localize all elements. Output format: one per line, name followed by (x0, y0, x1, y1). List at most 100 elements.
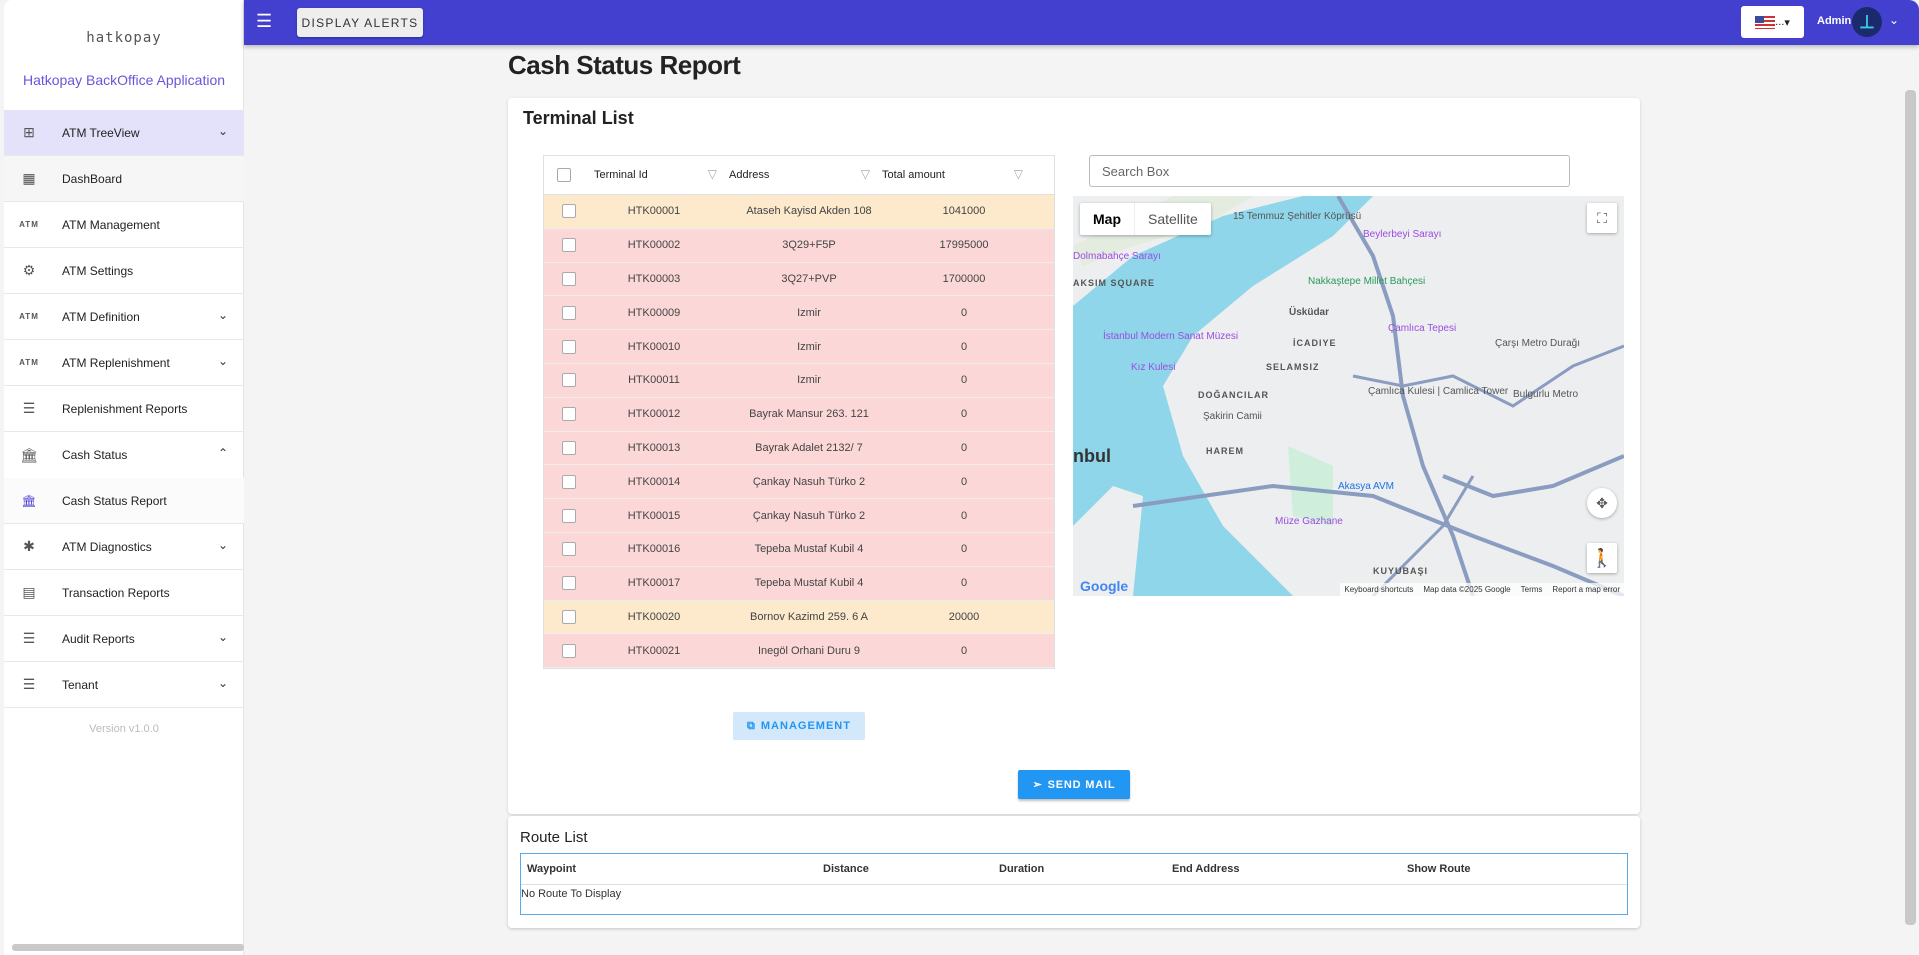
chevron-down-icon[interactable]: ⌄ (1889, 13, 1900, 27)
report-map-error-link[interactable]: Report a map error (1552, 585, 1620, 594)
row-checkbox[interactable] (562, 609, 576, 624)
address: Inegöl Orhani Duru 9 (757, 644, 861, 657)
row-checkbox[interactable] (562, 238, 576, 253)
row-checkbox[interactable] (562, 474, 576, 489)
table-row[interactable]: HTK00021 Inegöl Orhani Duru 9 0 (544, 634, 1054, 669)
row-checkbox[interactable] (562, 339, 576, 354)
terminal-id: HTK00014 (627, 475, 681, 488)
sidebar-item-cash-status-report[interactable]: 🏛 Cash Status Report (4, 478, 244, 524)
language-select[interactable]: ... ▾ (1741, 6, 1804, 38)
table-row[interactable]: HTK00020 Bornov Kazimd 259. 6 A 20000 (544, 600, 1054, 635)
header-end-address: End Address (1172, 863, 1240, 875)
sidebar-item-atm-diagnostics[interactable]: ✱ ATM Diagnostics ⌄ (4, 524, 244, 570)
sidebar-item-audit-reports[interactable]: ☰ Audit Reports ⌄ (4, 616, 244, 662)
hamburger-menu-icon[interactable]: ☰ (256, 11, 273, 31)
row-checkbox[interactable] (562, 643, 576, 658)
address: Çankay Nasuh Türko 2 (752, 475, 866, 488)
terms-link[interactable]: Terms (1520, 585, 1543, 594)
table-row[interactable]: HTK00001 Ataseh Kayisd Akden 108 1041000 (544, 195, 1054, 229)
header-distance: Distance (823, 863, 869, 875)
header-duration: Duration (999, 863, 1045, 875)
avatar[interactable]: ⊥ (1852, 7, 1882, 37)
atm-icon: ATM (19, 220, 39, 229)
label: ATM TreeView (62, 125, 140, 140)
total-amount: 0 (960, 340, 968, 353)
label: Cash Status (62, 448, 128, 462)
label: ATM Diagnostics (62, 539, 152, 554)
label: Transaction Reports (62, 585, 170, 600)
terminal-id: HTK00017 (627, 577, 681, 590)
row-checkbox[interactable] (562, 576, 576, 591)
map-label: Bulgurlu Metro (1513, 389, 1579, 400)
row-checkbox[interactable] (562, 271, 576, 286)
table-row[interactable]: HTK00016 Tepeba Mustaf Kubil 4 0 (544, 532, 1054, 567)
sidebar-item-atm-replenishment[interactable]: ATM ATM Replenishment ⌄ (4, 340, 244, 386)
total-amount: 0 (960, 475, 968, 488)
table-row[interactable]: HTK00011 Izmir 0 (544, 363, 1054, 398)
route-list-card: Route List Waypoint Distance Duration En… (508, 816, 1640, 928)
sidebar-item-replenishment-reports[interactable]: ☰ Replenishment Reports (4, 386, 244, 432)
sidebar-item-atm-treeview[interactable]: ⊞ ATM TreeView ⌄ (4, 110, 244, 156)
camera-control-icon[interactable]: ✥ (1587, 488, 1617, 518)
report-icon: ☰ (22, 400, 36, 416)
table-row[interactable]: HTK00014 Çankay Nasuh Türko 2 0 (544, 465, 1054, 500)
sidebar-item-atm-management[interactable]: ATM ATM Management (4, 202, 244, 248)
map-label: Çarşı Metro Durağı (1495, 338, 1581, 349)
logo: hatkopay (86, 30, 162, 46)
row-checkbox[interactable] (562, 407, 576, 422)
table-row[interactable]: HTK00012 Bayrak Mansur 263. 121 0 (544, 397, 1054, 432)
sidebar-item-transaction-reports[interactable]: ▤ Transaction Reports (4, 570, 244, 616)
filter-icon[interactable]: ▽ (860, 167, 870, 181)
header-waypoint: Waypoint (527, 863, 577, 875)
fullscreen-icon[interactable]: ⛶ (1587, 203, 1617, 233)
map-type-satellite-button[interactable]: Satellite (1148, 211, 1198, 227)
row-checkbox[interactable] (562, 508, 576, 523)
terminal-id: HTK00020 (627, 610, 681, 623)
empty-message: No Route To Display (521, 888, 622, 900)
nav-menu: ⊞ ATM TreeView ⌄ ▦ DashBoard ATM ATM Managem… (4, 110, 244, 708)
row-checkbox[interactable] (562, 373, 576, 388)
row-checkbox[interactable] (562, 204, 576, 219)
sidebar-item-cash-status[interactable]: 🏛 Cash Status ⌃ (4, 432, 244, 478)
map-label: Müze Gazhane (1275, 516, 1343, 527)
pegman-icon[interactable]: 🚶 (1587, 543, 1617, 573)
map-footer: Keyboard shortcuts Map data ©2025 Google… (1340, 583, 1624, 596)
address: Tepeba Mustaf Kubil 4 (754, 577, 864, 590)
sidebar-item-atm-definition[interactable]: ATM ATM Definition ⌄ (4, 294, 244, 340)
map-type-map-button[interactable]: Map (1080, 203, 1135, 235)
table-header: Terminal Id ▽ Address ▽ Total amount ▽ (544, 156, 1054, 195)
map-search-input[interactable]: Search Box (1089, 155, 1570, 187)
map[interactable]: 15 Temmuz Şehitler Köprüsü Beylerbeyi Sa… (1073, 196, 1624, 596)
filter-icon[interactable]: ▽ (707, 167, 717, 181)
sidebar-item-tenant[interactable]: ☰ Tenant ⌄ (4, 662, 244, 708)
user-name: Admin (1817, 15, 1852, 27)
table-row[interactable]: HTK00015 Çankay Nasuh Türko 2 0 (544, 499, 1054, 533)
sidebar-scrollbar[interactable] (12, 944, 244, 951)
send-mail-button[interactable]: ➢ SEND MAIL (1018, 770, 1130, 799)
map-label: Kız Kulesi (1131, 362, 1176, 373)
sidebar-item-dashboard[interactable]: ▦ DashBoard (4, 156, 244, 202)
table-row[interactable]: HTK00002 3Q29+F5P 17995000 (544, 228, 1054, 263)
map-label: Dolmabahçe Sarayı (1073, 251, 1161, 262)
map-label: İstanbul Modern Sanat Müzesi (1103, 331, 1239, 342)
label: Tenant (62, 677, 99, 692)
row-checkbox[interactable] (562, 542, 576, 557)
table-row[interactable]: HTK00013 Bayrak Adalet 2132/ 7 0 (544, 431, 1054, 466)
send-icon: ➢ (1032, 779, 1043, 791)
table-row[interactable]: HTK00003 3Q27+PVP 1700000 (544, 262, 1054, 297)
row-checkbox[interactable] (562, 440, 576, 455)
google-logo: Google (1080, 578, 1129, 594)
table-row[interactable]: HTK00017 Tepeba Mustaf Kubil 4 0 (544, 566, 1054, 601)
display-alerts-button[interactable]: DISPLAY ALERTS (297, 8, 423, 37)
keyboard-shortcuts-link[interactable]: Keyboard shortcuts (1344, 585, 1414, 594)
management-button[interactable]: ⧉ MANAGEMENT (733, 712, 865, 740)
filter-icon[interactable]: ▽ (1013, 167, 1023, 181)
row-checkbox[interactable] (562, 305, 576, 320)
chevron-down-icon: ⌄ (217, 308, 228, 322)
sidebar-item-atm-settings[interactable]: ⚙ ATM Settings (4, 248, 244, 294)
table-row[interactable]: HTK00010 Izmir 0 (544, 330, 1054, 364)
page-scrollbar[interactable] (1905, 90, 1916, 925)
map-label: Nakkaştepe Millet Bahçesi (1308, 276, 1426, 287)
table-row[interactable]: HTK00009 Izmir 0 (544, 296, 1054, 331)
select-all-checkbox[interactable] (557, 168, 571, 182)
